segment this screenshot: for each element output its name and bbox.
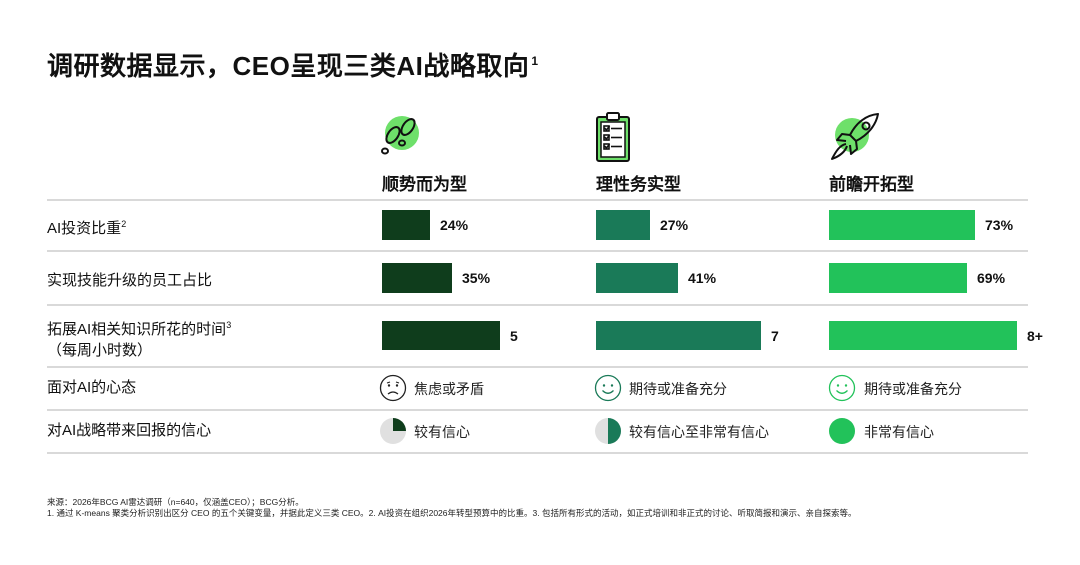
bar-value-label: 73% [985,217,1014,233]
mindset-value-pragmatist: 期待或准备充分 [629,381,727,397]
confidence-value-pragmatist: 较有信心至非常有信心 [629,424,769,440]
page-title: 调研数据显示，CEO呈现三类AI战略取向 1 [47,51,539,81]
row-label-investment: AI投资比重2 [47,219,127,237]
row-label-upskill: 实现技能升级的员工占比 [47,272,213,289]
column-header-pioneer: 前瞻开拓型 [829,175,914,194]
bar [829,263,967,293]
mindset-value-pioneer: 期待或准备充分 [864,381,962,397]
bar [596,321,761,350]
divider [47,366,1028,368]
bar-value-label: 24% [440,217,469,233]
bar-value-label: 8+ [1027,328,1043,344]
pie-slice [829,418,855,444]
bar-value-label: 41% [688,270,717,286]
bar-value-label: 69% [977,270,1006,286]
rocket-icon [831,113,879,160]
bar-value-label: 7 [771,328,779,344]
bar [382,263,452,293]
smiling-face-icon [828,374,856,402]
clipboard-checklist-icon [596,112,630,162]
bar [596,263,678,293]
divider [47,250,1028,252]
footprints-icon [381,116,419,155]
divider [47,452,1028,454]
bar-value-label: 27% [660,217,689,233]
divider [47,199,1028,201]
bar [596,210,650,240]
smiling-face-icon [594,374,622,402]
confidence-value-follower: 较有信心 [414,424,470,440]
pie-slice [393,418,406,431]
worried-face-icon [379,374,407,402]
footnote-text: 1. 通过 K-means 聚类分析识别出区分 CEO 的五个关键变量，并据此定… [47,508,857,518]
row-label-confidence: 对AI战略带来回报的信心 [47,422,212,439]
footnotes: 来源：2026年BCG AI雷达调研（n=640，仅涵盖CEO）；BCG分析。 … [47,497,856,519]
column-header-pragmatist: 理性务实型 [596,175,681,194]
bar [382,210,430,240]
bar-value-label: 5 [510,328,518,344]
bar-value-label: 35% [462,270,491,286]
bar [829,210,975,240]
divider [47,304,1028,306]
confidence-pie-pragmatist [595,418,621,444]
row-label-mindset: 面对AI的心态 [47,379,137,396]
divider [47,409,1028,411]
source-note: 来源：2026年BCG AI雷达调研（n=640，仅涵盖CEO）；BCG分析。 [47,497,304,507]
confidence-pie-pioneer [829,418,855,444]
confidence-value-pioneer: 非常有信心 [864,424,934,440]
row-label-time: 拓展AI相关知识所花的时间3 （每周小时数） [47,320,232,359]
bar [382,321,500,350]
column-header-follower: 顺势而为型 [382,175,467,194]
pie-slice [608,418,621,444]
bar [829,321,1017,350]
confidence-pie-follower [380,418,406,444]
mindset-value-follower: 焦虑或矛盾 [414,381,484,397]
